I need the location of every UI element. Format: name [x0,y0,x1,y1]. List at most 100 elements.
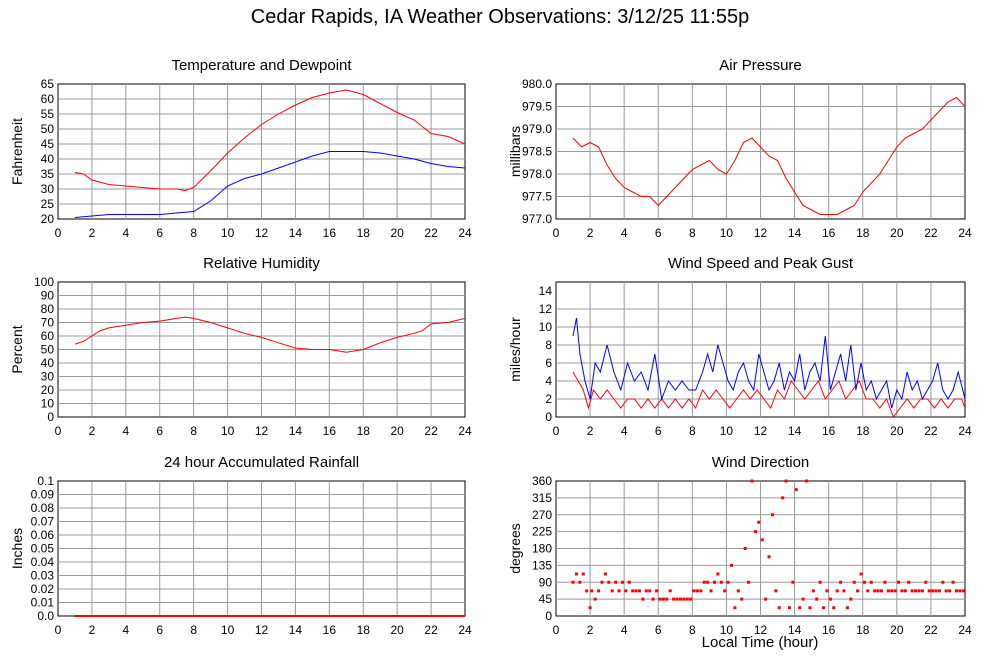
direction-point-0-24 [651,597,655,601]
temp-ytick-label-0: 20 [41,212,55,226]
pressure-ytick-label-3: 978.5 [522,145,552,159]
direction-point-0-63 [784,479,788,483]
wind-title: Wind Speed and Peak Gust [668,255,854,272]
temp-ytick-label-4: 40 [41,152,55,166]
direction-point-0-58 [767,555,771,559]
direction-point-0-93 [886,589,890,593]
direction-point-0-39 [702,580,706,584]
rainfall-xtick-label-20: 20 [390,623,404,637]
direction-point-0-105 [927,589,931,593]
direction-xtick-label-16: 16 [822,623,836,637]
temp-ytick-label-3: 35 [41,167,55,181]
direction-point-0-79 [839,580,843,584]
humidity-xtick-label-12: 12 [255,424,269,438]
temp-ytick-label-9: 65 [41,77,55,91]
direction-point-0-48 [733,606,737,610]
wind-ytick-label-2: 4 [545,374,552,388]
direction-point-0-44 [719,580,723,584]
direction-point-0-81 [845,606,849,610]
pressure-xtick-label-24: 24 [958,226,972,240]
humidity-xtick-label-18: 18 [357,424,371,438]
rainfall-xtick-label-18: 18 [357,623,371,637]
direction-point-0-95 [893,589,897,593]
wind-xtick-label-2: 2 [587,424,594,438]
chart-temp: 2 4 6 8 10 12 14 16 18 20 22 2402025303540455055606… [9,57,472,240]
rainfall-ytick-label-9: 0.09 [31,488,55,502]
direction-point-0-100 [910,589,914,593]
direction-point-0-8 [597,589,601,593]
direction-point-0-112 [951,580,955,584]
wind-series-line-0 [572,371,966,419]
wind-xtick-label-16: 16 [822,424,836,438]
direction-point-0-96 [897,580,901,584]
temp-ytick-label-6: 50 [41,122,55,136]
humidity-xtick-label-2: 2 [89,424,96,438]
direction-point-0-41 [709,589,713,593]
direction-point-0-36 [692,589,696,593]
temp-ytick-label-2: 30 [41,182,55,196]
direction-point-0-14 [617,589,621,593]
pressure-series-line-0 [572,96,966,215]
direction-point-0-64 [787,606,791,610]
rainfall-ytick-label-4: 0.04 [31,555,55,569]
direction-point-0-33 [682,597,686,601]
direction-ytick-label-5: 225 [532,525,552,539]
direction-point-0-12 [610,589,614,593]
direction-point-0-49 [736,589,740,593]
direction-point-0-42 [712,580,716,584]
humidity-ylabel: Percent [9,325,25,373]
direction-point-0-1 [574,572,578,576]
direction-point-0-104 [924,580,928,584]
direction-point-0-102 [917,589,921,593]
wind-xtick-label-14: 14 [788,424,802,438]
wind-ytick-label-1: 2 [545,392,552,406]
x-axis-label: Local Time (hour) [701,634,819,651]
direction-point-0-17 [627,580,631,584]
humidity-ytick-label-5: 50 [41,343,55,357]
direction-point-0-43 [716,572,720,576]
direction-point-0-86 [862,580,866,584]
wind-xtick-label-12: 12 [754,424,768,438]
direction-ylabel: degrees [507,523,523,574]
temp-xtick-label-8: 8 [190,226,197,240]
temp-series-line-0 [74,89,466,192]
direction-point-0-56 [760,538,764,542]
direction-point-0-37 [695,589,699,593]
direction-point-0-114 [958,589,962,593]
direction-point-0-74 [822,606,826,610]
humidity-ytick-label-3: 30 [41,370,55,384]
humidity-xtick-label-22: 22 [424,424,438,438]
humidity-ytick-label-1: 10 [41,397,55,411]
direction-point-0-109 [941,580,945,584]
pressure-ytick-label-6: 980.0 [522,77,552,91]
wind-ytick-label-3: 6 [545,356,552,370]
direction-point-0-46 [726,580,730,584]
humidity-ytick-label-0: 0 [47,410,54,424]
direction-xtick-label-4: 4 [621,623,628,637]
rainfall-xtick-label-8: 8 [190,623,197,637]
direction-point-0-113 [954,589,958,593]
temp-xtick-label-22: 22 [424,226,438,240]
wind-ytick-label-6: 12 [539,302,553,316]
direction-point-0-61 [777,606,781,610]
direction-point-0-40 [706,580,710,584]
direction-point-0-0 [571,580,575,584]
direction-point-0-32 [678,597,682,601]
rainfall-ytick-label-5: 0.05 [31,542,55,556]
pressure-ytick-label-5: 979.5 [522,100,552,114]
rainfall-xtick-label-6: 6 [156,623,163,637]
direction-point-0-75 [825,589,829,593]
temp-xtick-label-2: 2 [89,226,96,240]
rainfall-ytick-label-0: 0.0 [37,609,54,623]
rainfall-xtick-label-2: 2 [89,623,96,637]
rainfall-ytick-label-6: 0.06 [31,528,55,542]
direction-point-0-9 [600,580,604,584]
page-title: Cedar Rapids, IA Weather Observations: 3… [250,6,750,28]
direction-xtick-label-0: 0 [553,623,560,637]
chart-humidity: 2 4 6 8 10 12 14 16 18 20 22 2400102030405060708090… [9,255,472,438]
wind-xtick-label-22: 22 [924,424,938,438]
rainfall-title: 24 hour Accumulated Rainfall [164,454,359,471]
temp-xtick-label-16: 16 [323,226,337,240]
direction-xtick-label-2: 2 [587,623,594,637]
humidity-xtick-label-10: 10 [221,424,235,438]
